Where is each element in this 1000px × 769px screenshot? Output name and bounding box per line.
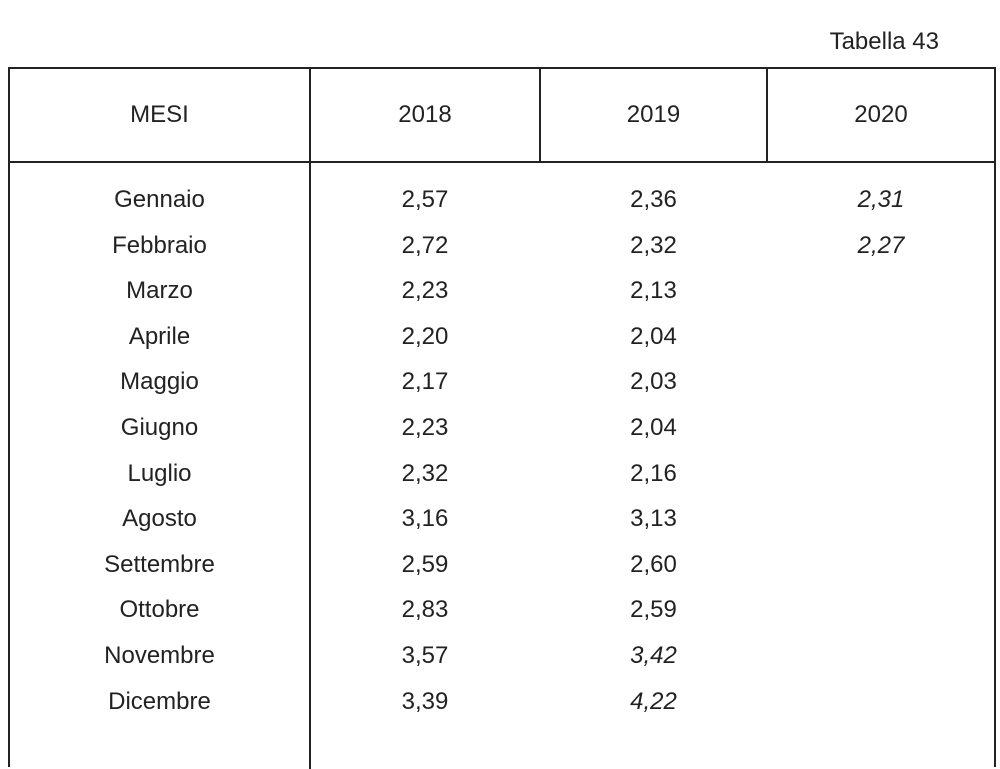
cell-2018: 2,72 bbox=[401, 231, 449, 259]
header-2020: 2020 bbox=[854, 101, 908, 128]
cell-2018: 2,17 bbox=[401, 368, 449, 396]
table-row: Settembre 2,59 2,60 bbox=[10, 542, 994, 588]
cell-2020 bbox=[768, 314, 994, 360]
cell-2020 bbox=[768, 679, 994, 725]
table-row: Maggio 2,17 2,03 bbox=[10, 359, 994, 405]
cell-month: Agosto bbox=[122, 505, 197, 533]
column-divider bbox=[766, 69, 768, 162]
cell-2018: 2,59 bbox=[401, 550, 449, 578]
table-row: Gennaio 2,57 2,36 2,31 bbox=[10, 177, 994, 223]
cell-2018: 2,57 bbox=[401, 186, 449, 213]
cell-2018: 2,23 bbox=[401, 277, 449, 305]
cell-2020 bbox=[768, 405, 994, 451]
header-mesi: MESI bbox=[130, 101, 189, 128]
cell-2020 bbox=[768, 359, 994, 405]
cell-month: Luglio bbox=[127, 459, 192, 487]
table-row: Ottobre 2,83 2,59 bbox=[10, 587, 994, 633]
cell-month: Ottobre bbox=[119, 596, 200, 624]
cell-2018: 2,20 bbox=[401, 322, 449, 350]
table-row: Febbraio 2,72 2,32 2,27 bbox=[10, 223, 994, 269]
cell-2019: 2,04 bbox=[630, 322, 677, 350]
column-divider bbox=[539, 69, 541, 162]
cell-2018: 3,16 bbox=[401, 505, 449, 533]
cell-2018: 2,23 bbox=[401, 414, 449, 441]
cell-2019: 2,16 bbox=[630, 459, 677, 487]
table-row: Luglio 2,32 2,16 bbox=[10, 451, 994, 497]
cell-2020 bbox=[768, 542, 994, 588]
cropped-title-fragment bbox=[446, 0, 556, 7]
cell-2018: 3,39 bbox=[401, 687, 449, 715]
cell-2019: 2,13 bbox=[630, 277, 677, 305]
cell-month: Aprile bbox=[128, 322, 191, 350]
data-table: MESI 2018 2019 2020 Gennaio 2,57 2,36 2,31 F… bbox=[8, 67, 996, 769]
cell-2019: 2,04 bbox=[630, 414, 677, 441]
cell-2020 bbox=[768, 496, 994, 542]
table-row: Dicembre 3,39 4,22 bbox=[10, 679, 994, 725]
cell-2018: 2,83 bbox=[401, 596, 449, 624]
cell-2019: 2,59 bbox=[630, 596, 677, 624]
cell-2018: 3,57 bbox=[401, 642, 449, 669]
cell-month: Maggio bbox=[120, 368, 199, 396]
cell-2020: 2,27 bbox=[857, 231, 905, 259]
cell-2020: 2,31 bbox=[857, 186, 905, 213]
cell-2020 bbox=[768, 451, 994, 497]
table-row: Novembre 3,57 3,42 bbox=[10, 633, 994, 679]
table-row: Agosto 3,16 3,13 bbox=[10, 496, 994, 542]
cell-month: Dicembre bbox=[108, 687, 211, 715]
cell-2018: 2,32 bbox=[401, 459, 449, 487]
cell-month: Giugno bbox=[120, 414, 199, 441]
cell-2019: 2,03 bbox=[630, 368, 677, 396]
cell-month: Febbraio bbox=[112, 231, 207, 259]
cell-2019: 2,60 bbox=[630, 550, 677, 578]
header-2019: 2019 bbox=[626, 101, 681, 128]
cell-2019: 3,13 bbox=[630, 505, 677, 533]
column-divider bbox=[309, 69, 311, 769]
cell-2019: 3,42 bbox=[630, 642, 677, 669]
cell-2019: 4,22 bbox=[630, 687, 677, 715]
cell-2020 bbox=[768, 268, 994, 314]
cell-month: Novembre bbox=[104, 642, 215, 669]
cell-2019: 2,32 bbox=[630, 231, 677, 259]
cell-2019: 2,36 bbox=[630, 186, 677, 213]
cell-2020 bbox=[768, 587, 994, 633]
cell-month: Gennaio bbox=[114, 186, 205, 213]
table-row: Aprile 2,20 2,04 bbox=[10, 314, 994, 360]
table-row: Giugno 2,23 2,04 bbox=[10, 405, 994, 451]
header-rule bbox=[10, 161, 994, 163]
cell-month: Marzo bbox=[126, 277, 193, 305]
cell-2020 bbox=[768, 633, 994, 679]
table-row: Marzo 2,23 2,13 bbox=[10, 268, 994, 314]
table-caption: Tabella 43 bbox=[829, 28, 939, 55]
cell-month: Settembre bbox=[104, 550, 215, 578]
header-2018: 2018 bbox=[398, 101, 452, 128]
